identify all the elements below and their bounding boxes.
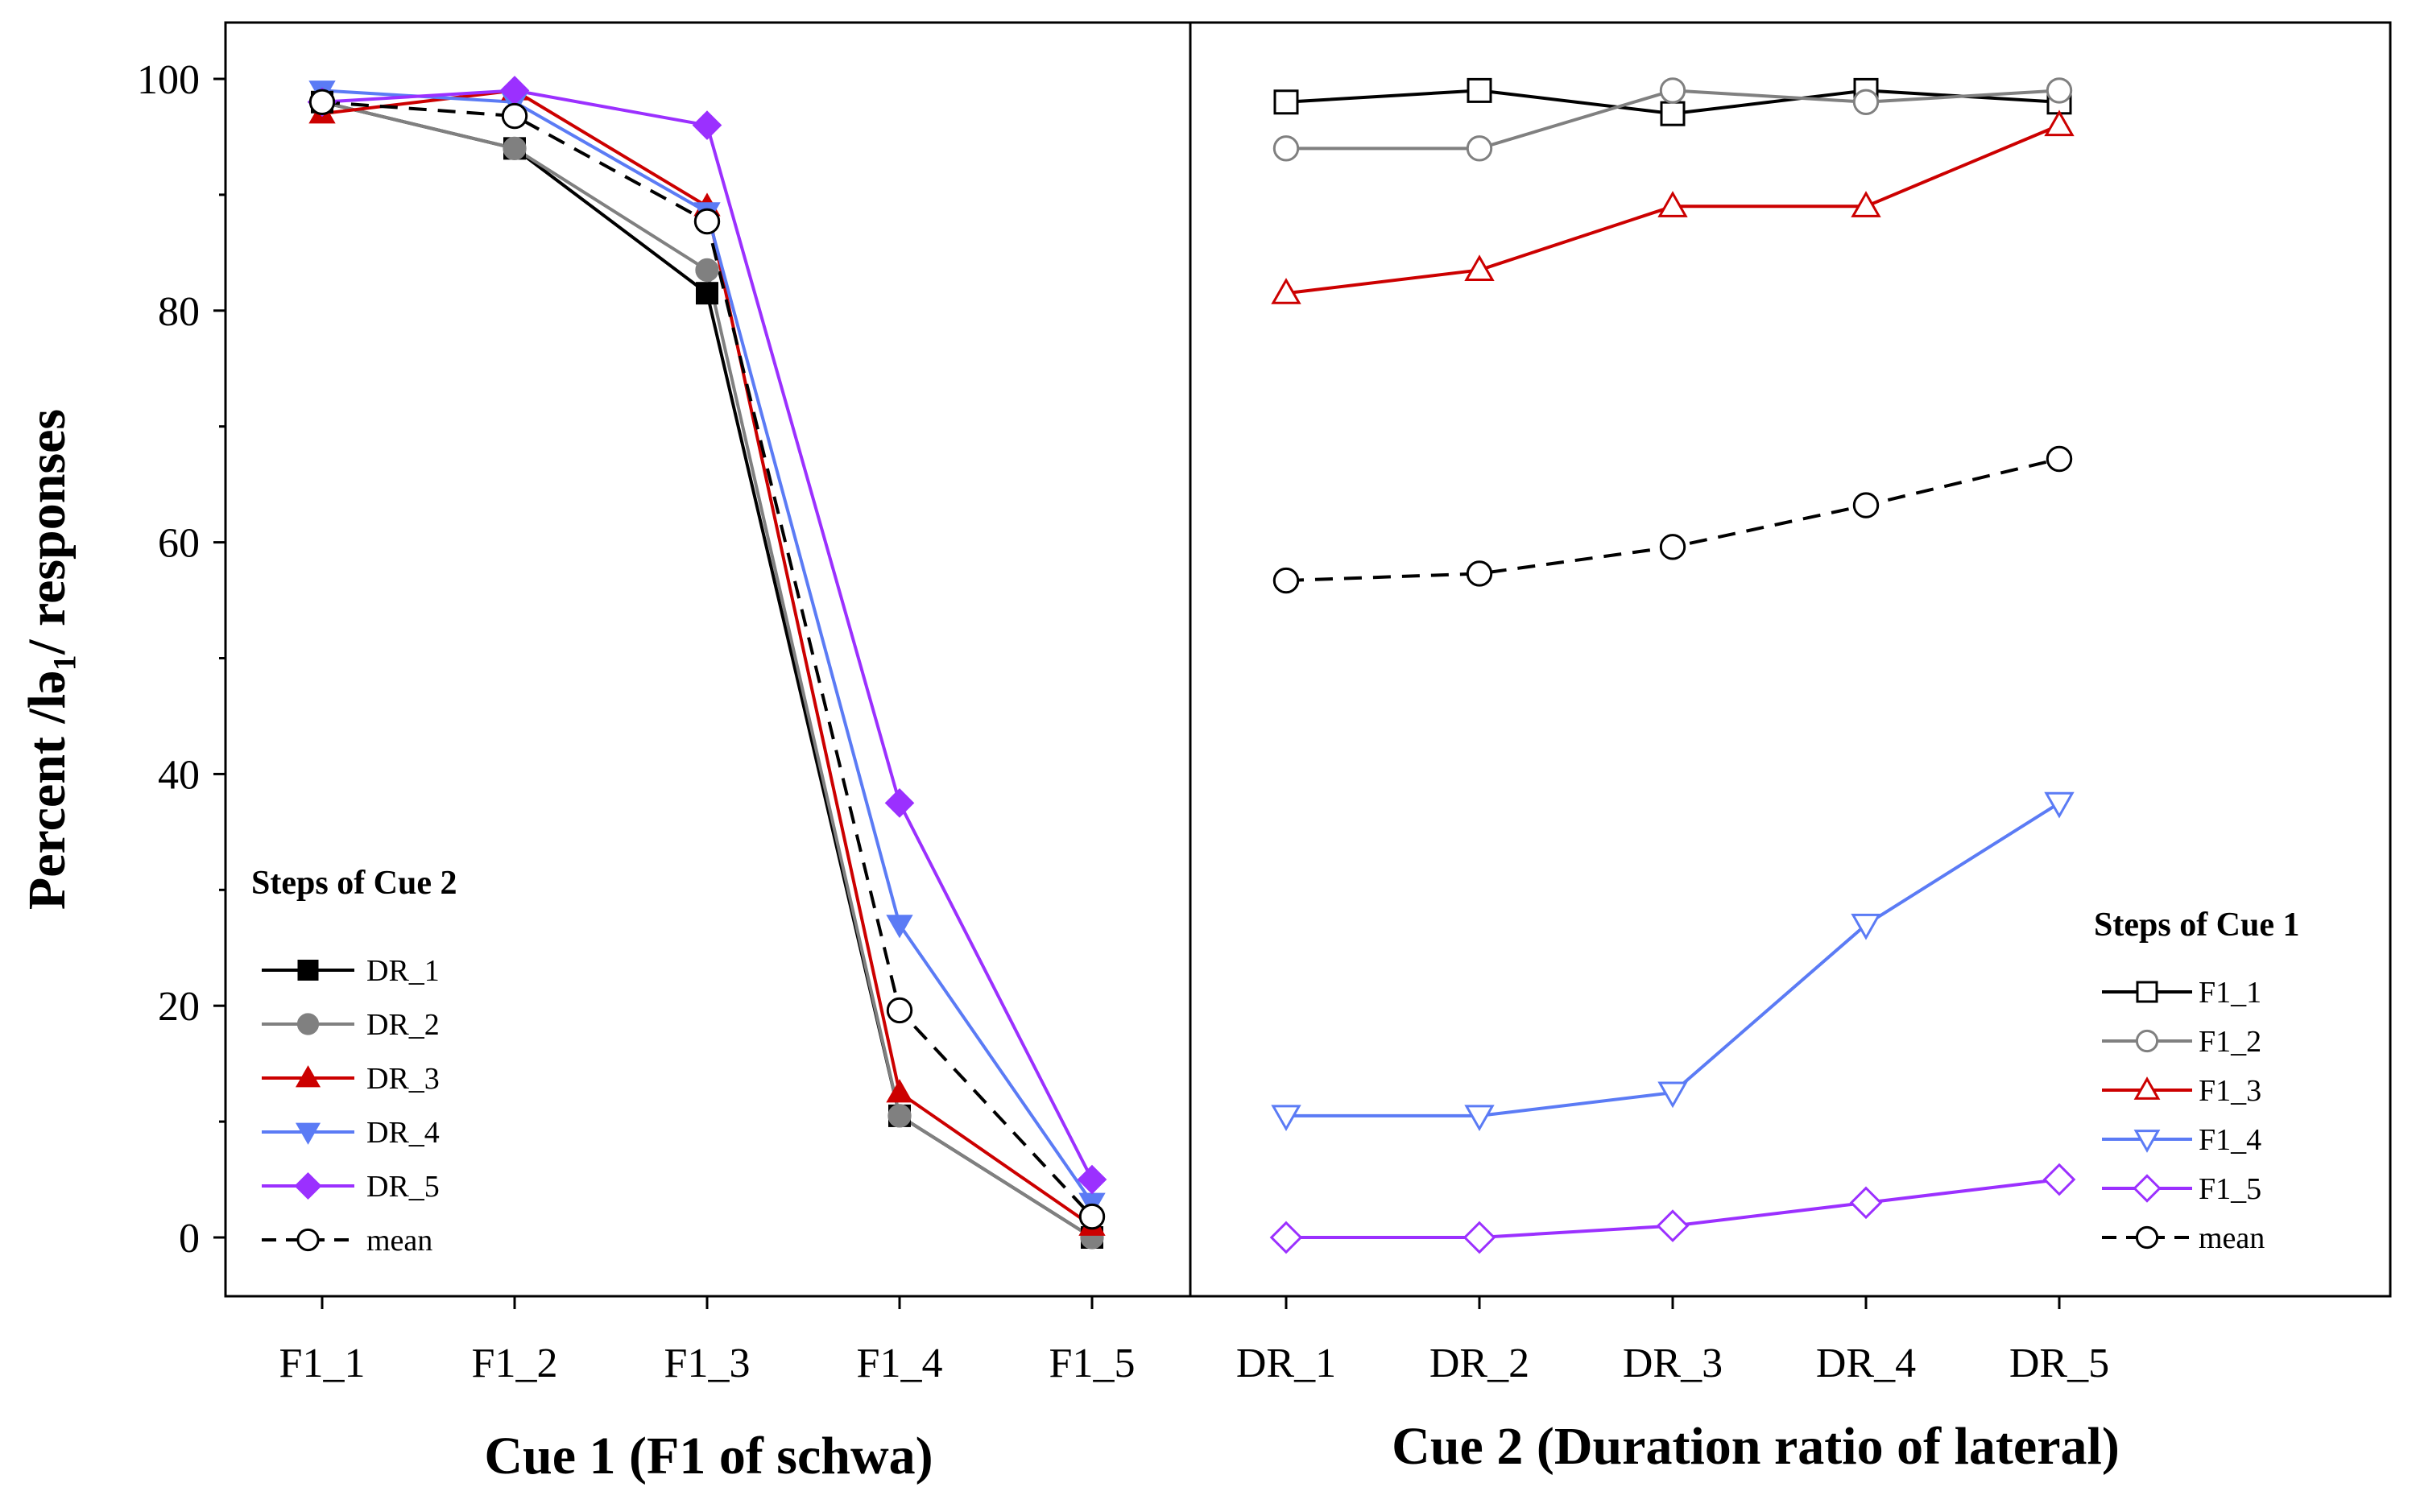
legend-label: DR_1 [366,954,440,988]
data-point-F1_3 [2044,109,2075,137]
x-tick-label: DR_1 [1236,1341,1336,1386]
x-tick-label: F1_3 [664,1341,751,1386]
legend-marker [297,960,319,981]
data-point-F1_4 [1851,913,1881,940]
data-point-mean [1466,560,1493,587]
data-point-F1_4 [2044,791,2075,819]
data-point-mean [1659,534,1686,560]
legend-label: F1_4 [2199,1123,2261,1157]
data-point-F1_5 [2042,1163,2076,1196]
x-tick-label: DR_4 [1816,1341,1916,1386]
legend-marker [2133,1076,2161,1100]
x-tick-label: F1_5 [1049,1341,1136,1386]
legend-marker [296,1228,320,1252]
y-tick-label: 0 [179,1216,200,1262]
data-point-F1_2 [1272,135,1300,162]
data-point-F1_2 [2046,77,2073,104]
legend-marker [2135,1225,2159,1250]
legend-label: DR_4 [366,1116,440,1150]
data-point-F1_4 [1464,1105,1495,1132]
x-tick-label: F1_4 [857,1341,943,1386]
legend-label: DR_3 [366,1062,440,1096]
data-point-mean [886,997,913,1024]
data-point-F1_5 [1269,1221,1303,1254]
legend-marker [295,1122,321,1145]
data-point-mean [1852,492,1880,518]
data-point-mean [1078,1203,1106,1230]
x-tick-label: DR_2 [1429,1341,1529,1386]
data-point-mean [693,208,721,235]
data-point-mean [2046,445,2073,473]
right-x-axis-title: Cue 2 (Duration ratio of lateral) [1392,1417,2120,1476]
legend-marker [296,1013,320,1035]
data-point-F1_5 [1463,1221,1496,1254]
legend-label: F1_2 [2199,1025,2261,1059]
legend-label: DR_5 [366,1170,440,1204]
legend-label: mean [2199,1221,2265,1255]
data-point-F1_1 [1467,77,1492,103]
y-tick-label: 100 [137,57,200,103]
legend-label: F1_3 [2199,1074,2261,1108]
legend-label: mean [366,1224,432,1258]
data-point-F1_5 [1849,1186,1883,1220]
data-point-F1_2 [1659,77,1686,104]
data-point-DR_2 [503,136,527,160]
series-line-mean [1285,457,2060,583]
x-tick-label: DR_3 [1623,1341,1723,1386]
data-point-F1_3 [1657,191,1688,217]
data-point-DR_5 [884,788,915,818]
legend-marker [2133,1174,2162,1203]
legend-label: DR_2 [366,1008,440,1042]
x-tick-label: DR_5 [2009,1341,2109,1386]
series-line-F1_4 [1286,801,2061,1117]
left-panel: F1_1 F1_2 F1_3 F1_4 F1_5 [279,76,1136,1386]
legend-marker [2135,1029,2159,1053]
y-axis-title: Percent /lə₁/ responses [18,409,77,910]
legend-label: F1_1 [2199,976,2261,1010]
data-point-DR_4 [886,915,913,939]
data-point-DR_2 [887,1104,912,1128]
data-point-F1_3 [1851,191,1881,217]
left-x-axis-title: Cue 1 (F1 of schwa) [484,1427,933,1485]
data-point-F1_5 [1656,1209,1690,1242]
data-point-DR_5 [692,110,722,140]
legend-title: Steps of Cue 1 [2094,907,2300,944]
data-point-F1_3 [1271,278,1301,304]
y-axis: 0 20 40 60 80 100 [137,57,225,1262]
legend-marker [295,1065,321,1088]
y-tick-label: 20 [158,984,200,1030]
data-point-DR_2 [695,258,719,283]
data-point-DR_3 [886,1079,913,1103]
data-point-F1_4 [1657,1081,1688,1109]
legend-label: F1_5 [2199,1172,2261,1206]
legend-title: Steps of Cue 2 [251,865,457,902]
data-point-F1_4 [1271,1105,1301,1132]
data-point-F1_1 [1660,101,1686,126]
data-point-DR_1 [696,282,718,305]
data-point-DR_5 [1077,1164,1107,1195]
x-tick-label: F1_1 [279,1341,366,1386]
y-tick-label: 40 [158,752,200,798]
legend-marker [294,1171,322,1200]
right-panel: DR_1 DR_2 DR_3 DR_4 DR_5 [1236,77,2109,1386]
legend-marker [2133,1130,2161,1153]
data-point-F1_3 [1464,254,1495,282]
legend-marker [2136,981,2158,1003]
y-tick-label: 60 [158,521,200,567]
data-point-mean [308,89,336,115]
data-point-F1_1 [1273,89,1299,115]
data-point-mean [1272,567,1300,594]
y-tick-label: 80 [158,289,200,335]
plot-frame [224,21,2392,1298]
data-point-F1_2 [1466,135,1493,162]
data-point-F1_2 [1852,89,1880,115]
x-tick-label: F1_2 [472,1341,558,1386]
data-point-mean [501,102,528,130]
